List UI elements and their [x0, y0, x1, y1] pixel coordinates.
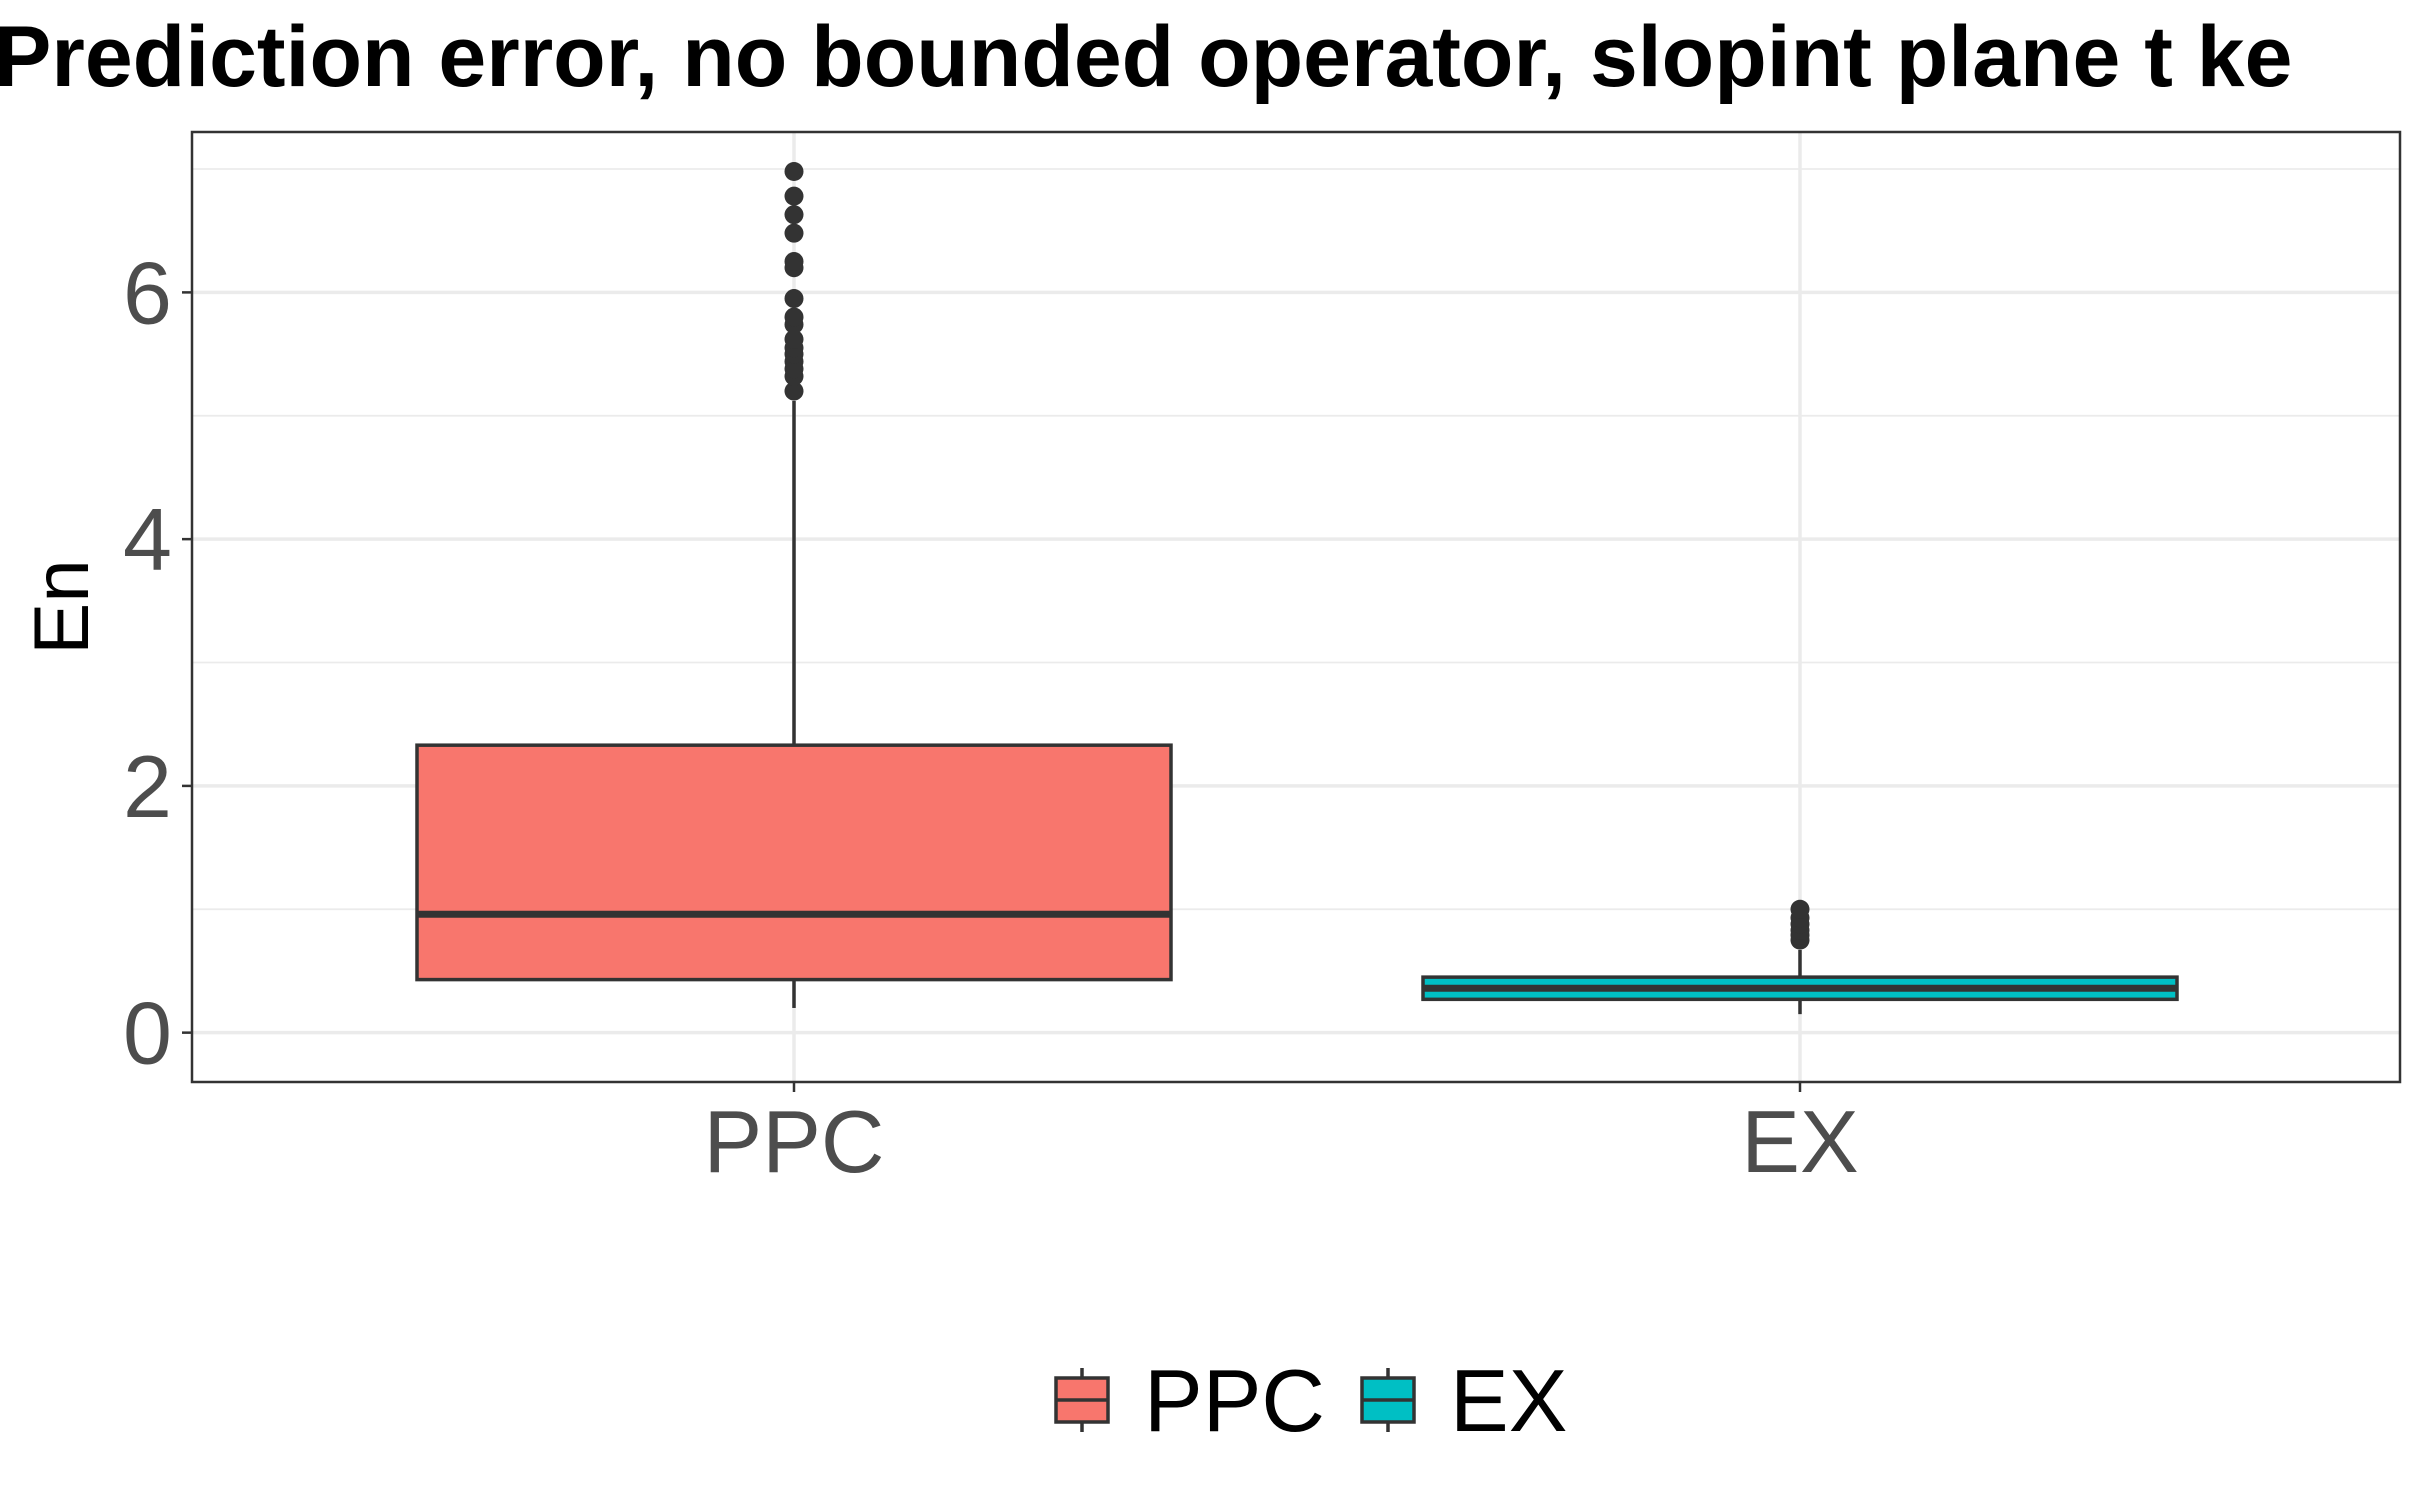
boxplot-ppc [415, 161, 1173, 1008]
plot-border [190, 130, 2402, 1084]
chart-title: Prediction error, no bounded operator, s… [0, 9, 2292, 105]
boxplot-ex [1421, 899, 2179, 1015]
outlier-point [784, 223, 804, 243]
x-tick-label: EX [1741, 1092, 1858, 1191]
legend: PPC EX [1054, 1351, 1567, 1450]
outlier-point [784, 252, 804, 272]
outlier-point [784, 307, 804, 327]
y-tick-label: 2 [123, 737, 172, 836]
outlier-point [1790, 899, 1810, 919]
legend-label: PPC [1144, 1351, 1325, 1450]
boxplots [415, 161, 2179, 1015]
outlier-point [784, 381, 804, 401]
box [415, 743, 1173, 982]
y-axis-title: En [17, 559, 105, 654]
x-tick-label: PPC [704, 1092, 885, 1191]
outlier-point [784, 329, 804, 349]
y-axis: 0 2 4 6 [123, 243, 192, 1083]
legend-item-ex: EX [1360, 1351, 1567, 1450]
outlier-point [784, 186, 804, 206]
legend-label: EX [1450, 1351, 1567, 1450]
x-axis: PPC EX [704, 1082, 1859, 1191]
legend-item-ppc: PPC [1054, 1351, 1325, 1450]
y-tick-label: 0 [123, 984, 172, 1083]
outlier-point [784, 205, 804, 225]
outlier-point [784, 161, 804, 181]
y-tick-label: 6 [123, 243, 172, 342]
y-tick-label: 4 [123, 490, 172, 589]
outlier-point [784, 289, 804, 309]
